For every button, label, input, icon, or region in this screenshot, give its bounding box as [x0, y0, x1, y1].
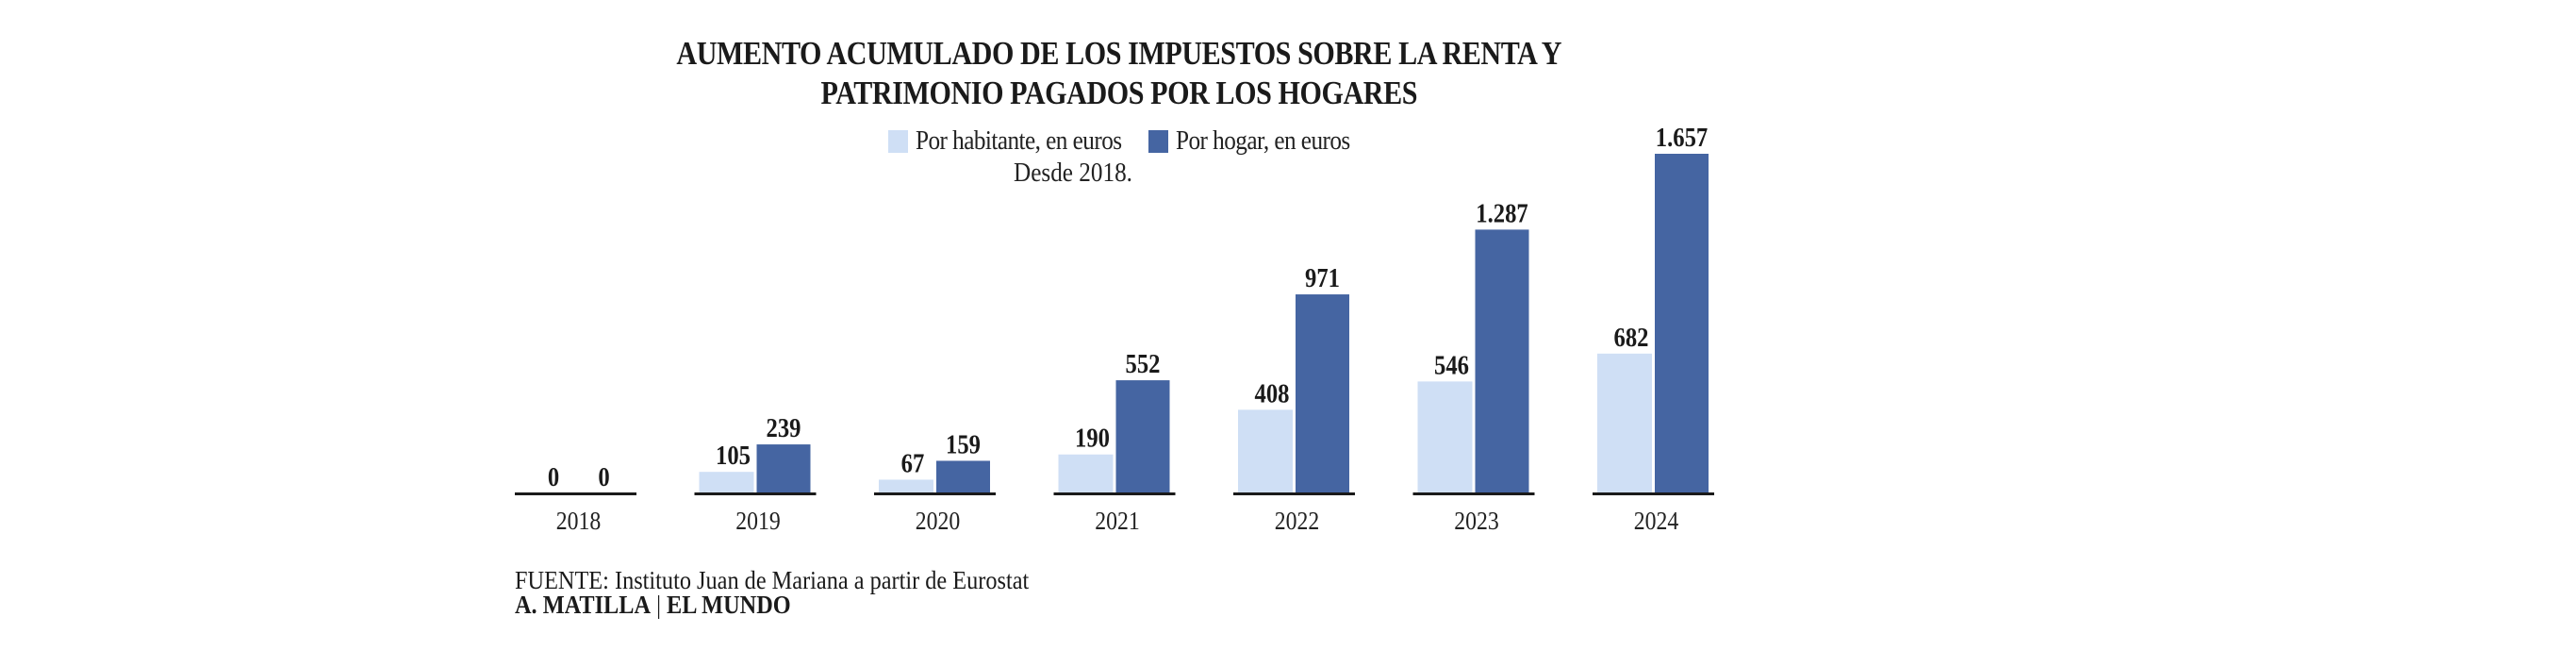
chart-title-line-2: PATRIMONIO PAGADOS POR LOS HOGARES — [820, 75, 1418, 111]
source-text: Instituto Juan de Mariana a partir de Eu… — [614, 566, 1030, 594]
value-label-por-hogar-2019: 239 — [767, 414, 801, 443]
bar-por-habitante-2019 — [699, 472, 754, 493]
bar-por-hogar-2020 — [936, 460, 990, 493]
baseline-2018 — [515, 492, 636, 495]
x-tick-label-2020: 2020 — [916, 507, 961, 536]
axis-layer: 2018 2019 2020 2021 2022 2023 2024 — [515, 492, 1714, 535]
value-label-por-hogar-2023: 1.287 — [1476, 199, 1527, 228]
value-label-por-hogar-2021: 552 — [1126, 350, 1161, 379]
bar-por-habitante-2021 — [1058, 454, 1114, 493]
baseline-2019 — [694, 492, 817, 495]
baseline-2023 — [1412, 492, 1535, 495]
value-label-por-hogar-2022: 971 — [1305, 264, 1340, 293]
x-tick-label-2023: 2023 — [1454, 507, 1499, 536]
bar-por-habitante-2024 — [1597, 353, 1652, 493]
bar-por-hogar-2023 — [1475, 229, 1529, 494]
x-tick-label-2021: 2021 — [1095, 507, 1140, 536]
legend-label: Por habitante, en euros — [915, 126, 1122, 156]
baseline-2020 — [874, 492, 996, 495]
bar-por-habitante-2022 — [1238, 409, 1293, 493]
value-label-por-hogar-2024: 1.657 — [1656, 124, 1708, 153]
labels-layer: 0 0 105 239 67 159 190 552 408 971 546 1.287 682 1.65… — [548, 124, 1708, 492]
source-prefix: FUENTE: — [515, 566, 609, 594]
legend: Por habitante, en euros Por hogar, en eu… — [0, 126, 2238, 157]
value-label-por-habitante-2021: 190 — [1075, 424, 1110, 453]
baseline-2021 — [1053, 492, 1176, 495]
x-tick-label-2022: 2022 — [1275, 507, 1320, 536]
value-label-por-habitante-2023: 546 — [1434, 351, 1469, 380]
credit-separator: | — [656, 591, 661, 619]
chart-title: AUMENTO ACUMULADO DE LOS IMPUESTOS SOBRE… — [0, 34, 2238, 113]
x-tick-label-2019: 2019 — [735, 507, 781, 536]
value-label-por-habitante-2018: 0 — [548, 463, 559, 492]
author: A. MATILLA — [515, 591, 652, 619]
value-label-por-habitante-2019: 105 — [716, 442, 751, 471]
bar-por-hogar-2022 — [1296, 294, 1349, 493]
bars-layer — [699, 154, 1709, 494]
legend-swatch-light — [887, 130, 908, 153]
bar-por-habitante-2023 — [1417, 381, 1473, 493]
chart-title-line-1: AUMENTO ACUMULADO DE LOS IMPUESTOS SOBRE… — [676, 35, 1562, 72]
x-tick-label-2024: 2024 — [1634, 507, 1679, 536]
legend-item-por-hogar: Por hogar, en euros — [1148, 126, 1350, 157]
chart-subtitle: Desde 2018. — [0, 158, 2146, 189]
footer: FUENTE: Instituto Juan de Mariana a part… — [515, 566, 1086, 619]
value-label-por-habitante-2022: 408 — [1255, 379, 1290, 408]
baseline-2024 — [1593, 492, 1714, 495]
value-label-por-hogar-2018: 0 — [598, 463, 609, 492]
bar-por-hogar-2021 — [1115, 380, 1170, 493]
baseline-2022 — [1233, 492, 1355, 495]
bar-por-hogar-2019 — [756, 444, 811, 493]
credit-line: A. MATILLA | EL MUNDO — [515, 591, 1029, 619]
value-label-por-habitante-2020: 67 — [901, 449, 925, 478]
legend-item-por-habitante: Por habitante, en euros — [887, 126, 1126, 157]
legend-label: Por hogar, en euros — [1175, 126, 1350, 156]
value-label-por-hogar-2020: 159 — [946, 430, 981, 459]
bar-por-habitante-2020 — [879, 479, 933, 493]
subtitle-text: Desde 2018. — [1013, 158, 1132, 188]
source-line: FUENTE: Instituto Juan de Mariana a part… — [515, 566, 1030, 594]
bar-por-hogar-2024 — [1655, 154, 1709, 493]
value-label-por-habitante-2024: 682 — [1614, 323, 1649, 352]
x-tick-label-2018: 2018 — [556, 507, 602, 536]
legend-swatch-dark — [1148, 130, 1168, 153]
outlet: EL MUNDO — [667, 591, 791, 619]
